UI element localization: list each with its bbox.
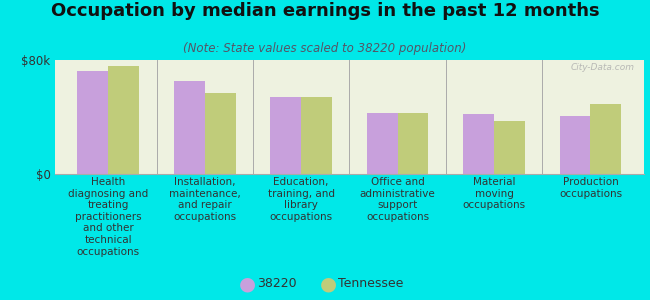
Bar (367, 113, 398, 174)
Bar (590, 104, 621, 174)
Bar (463, 114, 494, 174)
Text: Health
diagnosing and
treating
practitioners
and other
technical
occupations: Health diagnosing and treating practitio… (68, 177, 148, 256)
Bar (174, 81, 205, 174)
Bar (494, 121, 525, 174)
Text: Material
moving
occupations: Material moving occupations (462, 177, 526, 210)
Bar (560, 116, 590, 174)
Text: Office and
administrative
support
occupations: Office and administrative support occupa… (359, 177, 436, 222)
Text: (Note: State values scaled to 38220 population): (Note: State values scaled to 38220 popu… (183, 42, 467, 55)
Text: Installation,
maintenance,
and repair
occupations: Installation, maintenance, and repair oc… (169, 177, 240, 222)
Bar (205, 93, 235, 174)
Bar (301, 97, 332, 174)
Text: ●: ● (239, 274, 255, 293)
Bar (109, 66, 139, 174)
Bar (77, 71, 109, 174)
Text: ●: ● (320, 274, 337, 293)
Bar (398, 113, 428, 174)
Text: Tennessee: Tennessee (338, 277, 404, 290)
Text: Production
occupations: Production occupations (559, 177, 622, 199)
Text: Occupation by median earnings in the past 12 months: Occupation by median earnings in the pas… (51, 2, 599, 20)
Text: Education,
training, and
library
occupations: Education, training, and library occupat… (268, 177, 335, 222)
Text: 38220: 38220 (257, 277, 296, 290)
Text: City-Data.com: City-Data.com (571, 63, 634, 72)
Bar (270, 97, 301, 174)
